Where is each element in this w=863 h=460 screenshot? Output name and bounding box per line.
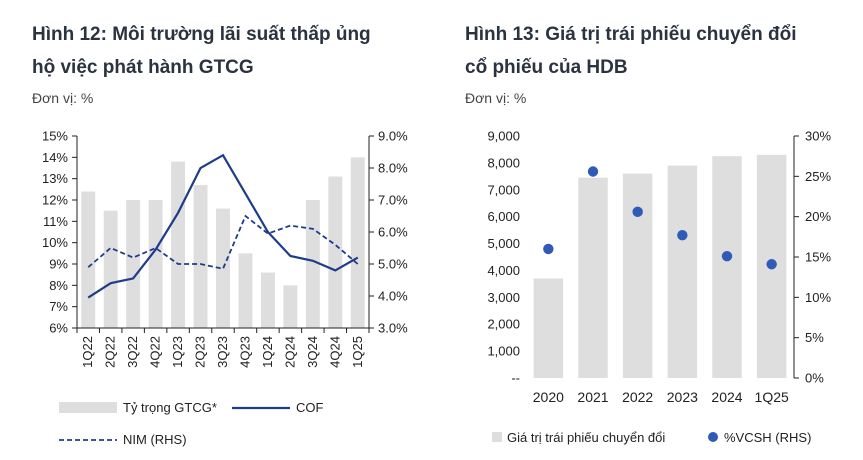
fig12-x-label: 2Q23 xyxy=(193,336,208,368)
fig12-right-tick-label: 8.0% xyxy=(378,161,408,176)
fig13-legend-bar-swatch xyxy=(492,432,502,442)
fig12-bar-2Q23 xyxy=(193,185,208,328)
fig13-right-tick-label: 30% xyxy=(805,129,831,144)
fig12-left-tick-label: 14% xyxy=(42,150,68,165)
fig13-left-tick-label: 4,000 xyxy=(487,263,520,278)
fig13-dot-2021 xyxy=(587,166,599,177)
fig13-dot-2024 xyxy=(721,250,733,262)
fig13-legend-dot-swatch xyxy=(708,432,718,442)
fig12-legend-bar-label: Tỷ trọng GTCG* xyxy=(123,400,217,415)
fig12-left-tick-label: 11% xyxy=(43,214,68,229)
fig13-dot-2022 xyxy=(632,206,643,218)
fig12-x-label: 2Q22 xyxy=(103,336,118,368)
fig13-left-tick-label: 7,000 xyxy=(487,182,520,197)
fig13-bar-2022 xyxy=(622,173,653,378)
fig12-right-tick-label: 3.0% xyxy=(378,321,408,336)
fig13-legend-dot-label: %VCSH (RHS) xyxy=(724,430,811,445)
fig13-dot-1Q25 xyxy=(766,259,777,270)
fig13-title-line2: cổ phiếu của HDB xyxy=(465,57,628,78)
fig12-right-tick-label: 4.0% xyxy=(378,289,408,304)
fig13-dot-2023 xyxy=(677,230,688,241)
fig12-left-tick-label: 15% xyxy=(42,129,68,144)
fig12-right-tick-label: 9.0% xyxy=(378,129,408,144)
fig13-legend-bar-label: Giá trị trái phiếu chuyển đổi xyxy=(507,430,665,445)
fig13-left-tick-label: 5,000 xyxy=(487,236,520,251)
fig13-left-tick-label: 8,000 xyxy=(487,155,520,170)
fig12-bar-1Q25 xyxy=(350,157,365,328)
fig12-left-tick-label: 12% xyxy=(42,193,68,208)
fig12-legend-bar-swatch xyxy=(59,402,117,413)
fig13-right-tick-label: 20% xyxy=(805,209,831,224)
fig13-x-label: 2022 xyxy=(622,389,653,405)
fig12-bar-2Q24 xyxy=(283,285,298,328)
fig13-right-tick-label: 10% xyxy=(805,290,831,305)
fig13-right-tick-label: 25% xyxy=(805,169,831,184)
fig12-left-tick-label: 10% xyxy=(42,235,68,250)
fig12-bar-4Q22 xyxy=(148,200,163,328)
fig12-bar-3Q22 xyxy=(126,200,141,328)
fig12-x-label: 1Q24 xyxy=(260,336,275,368)
fig13-x-label: 2024 xyxy=(711,389,742,405)
fig12-title-line1: Hình 12: Môi trường lãi suất thấp ủng xyxy=(32,24,371,45)
fig12-nim-line xyxy=(87,214,359,270)
fig13-left-tick-label: 9,000 xyxy=(487,129,520,144)
fig12-legend-cof-label: COF xyxy=(296,400,324,415)
fig12-right-tick-label: 5.0% xyxy=(378,257,408,272)
fig13-left-tick-label: 2,000 xyxy=(487,317,520,332)
fig12-left-tick-label: 7% xyxy=(49,299,68,314)
fig12-x-label: 4Q24 xyxy=(327,336,342,368)
fig12-x-label: 1Q23 xyxy=(170,336,185,368)
fig12-bar-1Q24 xyxy=(260,272,275,328)
fig13-right-tick-label: 0% xyxy=(805,371,824,386)
fig13-dot-2020 xyxy=(543,243,554,255)
fig13-x-label: 2021 xyxy=(577,389,608,405)
fig12-left-tick-label: 9% xyxy=(49,257,68,272)
fig12-x-label: 3Q24 xyxy=(305,336,320,368)
fig12-x-label: 2Q24 xyxy=(282,336,297,368)
fig13-title-line1: Hình 13: Giá trị trái phiếu chuyển đổi xyxy=(465,24,797,45)
fig13-left-tick-label: 6,000 xyxy=(487,209,520,224)
fig12-x-label: 4Q22 xyxy=(148,336,163,368)
fig12-cof-line xyxy=(87,153,359,299)
fig12-x-label: 4Q23 xyxy=(237,336,252,368)
fig13-x-label: 2020 xyxy=(533,389,564,405)
fig12-bar-1Q23 xyxy=(171,161,186,328)
fig12-legend-nim-label: NIM (RHS) xyxy=(123,432,187,447)
fig12-bar-3Q23 xyxy=(216,208,230,328)
fig13-right-tick-label: 5% xyxy=(805,330,824,345)
fig12-title-line2: hộ việc phát hành GTCG xyxy=(32,57,254,78)
fig12-left-tick-label: 13% xyxy=(42,171,68,186)
fig12-x-label: 1Q22 xyxy=(80,336,95,368)
fig12-left-tick-label: 6% xyxy=(49,321,68,336)
fig12-bar-2Q22 xyxy=(103,210,118,328)
fig12-right-tick-label: 6.0% xyxy=(378,225,408,240)
fig13-bar-2021 xyxy=(578,177,608,378)
fig13-bar-2023 xyxy=(667,165,698,378)
fig13-left-tick-label: 3,000 xyxy=(487,290,520,305)
fig12-bar-4Q23 xyxy=(238,253,253,328)
fig12-unit: Đơn vị: % xyxy=(32,90,94,106)
fig13-left-tick-label: -- xyxy=(511,371,520,386)
fig12-bar-4Q24 xyxy=(328,176,343,328)
fig12-right-tick-label: 7.0% xyxy=(378,193,408,208)
fig13-x-label: 1Q25 xyxy=(755,389,789,405)
fig13-x-label: 2023 xyxy=(667,389,698,405)
fig13-right-tick-label: 15% xyxy=(805,250,831,265)
fig13-unit: Đơn vị: % xyxy=(465,90,527,106)
fig12-x-label: 3Q23 xyxy=(215,336,230,368)
fig12-bar-1Q22 xyxy=(81,191,96,328)
fig13-left-tick-label: 1,000 xyxy=(487,344,520,359)
fig13-bar-2020 xyxy=(533,278,564,378)
fig13-bar-2024 xyxy=(712,156,742,378)
fig12-x-label: 1Q25 xyxy=(350,336,365,368)
fig12-left-tick-label: 8% xyxy=(49,278,68,293)
fig12-x-label: 3Q22 xyxy=(125,336,140,368)
